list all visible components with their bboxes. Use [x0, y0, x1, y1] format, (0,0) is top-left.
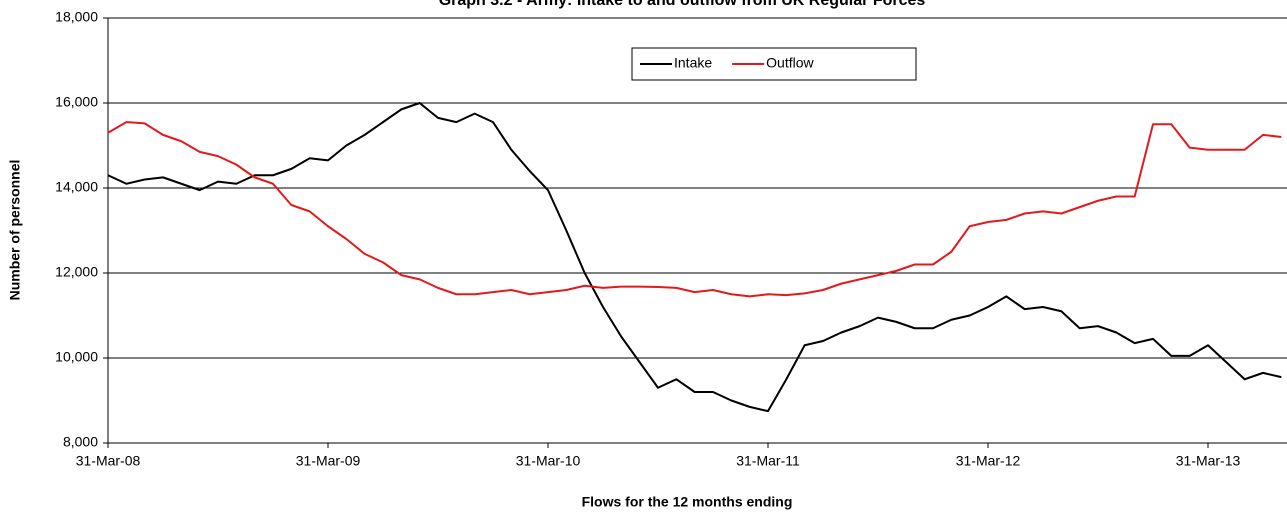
chart-title: Graph 3.2 - Army: Intake to and outflow … [439, 0, 926, 9]
x-tick-label: 31-Mar-11 [736, 453, 800, 469]
x-tick-label: 31-Mar-12 [956, 453, 1021, 469]
x-tick-label: 31-Mar-08 [76, 453, 141, 469]
legend-label: Outflow [766, 55, 814, 71]
x-tick-label: 31-Mar-09 [296, 453, 361, 469]
legend: Intake Outflow [631, 47, 917, 81]
x-axis-label: Flows for the 12 months ending [582, 494, 793, 510]
y-tick-label: 16,000 [55, 94, 98, 110]
y-tick-label: 14,000 [55, 179, 98, 195]
x-tick-label: 31-Mar-10 [516, 453, 581, 469]
x-tick-label: 31-Mar-13 [1176, 453, 1241, 469]
y-tick-label: 12,000 [55, 264, 98, 280]
legend-label: Intake [674, 55, 712, 71]
series-line [107, 102, 1282, 413]
y-tick-label: 10,000 [55, 349, 98, 365]
y-tick-label: 8,000 [63, 434, 98, 450]
series-line [107, 121, 1282, 298]
y-tick-label: 18,000 [55, 9, 98, 25]
legend-box [631, 47, 917, 81]
y-axis-label: Number of personnel [7, 160, 23, 301]
